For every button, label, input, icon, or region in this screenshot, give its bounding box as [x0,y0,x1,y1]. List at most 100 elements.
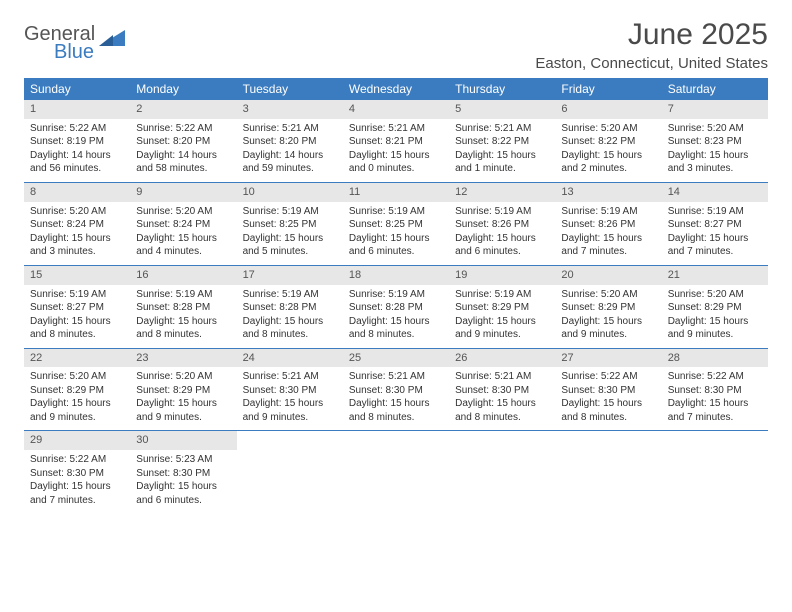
calendar-week: 1Sunrise: 5:22 AMSunset: 8:19 PMDaylight… [24,100,768,183]
calendar-day: 21 Sunrise: 5:20 AMSunset: 8:29 PMDayligh… [662,266,768,348]
calendar-week: 29Sunrise: 5:22 AMSunset: 8:30 PMDayligh… [24,431,768,513]
calendar-day: 12Sunrise: 5:19 AMSunset: 8:26 PMDayligh… [449,183,555,265]
sunrise-text: Sunrise: 5:22 AM [668,370,762,384]
day-number: 10 [237,183,343,202]
day-number: 5 [449,100,555,119]
calendar-day: 20Sunrise: 5:20 AMSunset: 8:29 PMDayligh… [555,266,661,348]
sunset-text: Sunset: 8:30 PM [30,467,124,481]
sunrise-text: Sunrise: 5:19 AM [561,205,655,219]
daylight-text: Daylight: 15 hours and 2 minutes. [561,149,655,176]
sunset-text: Sunset: 8:28 PM [349,301,443,315]
day-number: 22 [24,349,130,368]
sunset-text: Sunset: 8:20 PM [243,135,337,149]
sunrise-text: Sunrise: 5:19 AM [243,205,337,219]
calendar-day: 24Sunrise: 5:21 AMSunset: 8:30 PMDayligh… [237,349,343,431]
calendar-day: 30Sunrise: 5:23 AMSunset: 8:30 PMDayligh… [130,431,236,513]
sunset-text: Sunset: 8:25 PM [243,218,337,232]
sunset-text: Sunset: 8:30 PM [668,384,762,398]
sunset-text: Sunset: 8:27 PM [668,218,762,232]
calendar-day: 11Sunrise: 5:19 AMSunset: 8:25 PMDayligh… [343,183,449,265]
sunrise-text: Sunrise: 5:22 AM [30,122,124,136]
calendar-grid: Sunday Monday Tuesday Wednesday Thursday… [24,78,768,513]
calendar-day: 25 Sunrise: 5:21 AMSunset: 8:30 PMDayligh… [343,349,449,431]
daylight-text: Daylight: 15 hours and 8 minutes. [349,397,443,424]
daylight-text: Daylight: 15 hours and 9 minutes. [30,397,124,424]
sunrise-text: Sunrise: 5:21 AM [349,370,443,384]
day-label-thu: Thursday [449,78,555,100]
day-number: 13 [555,183,661,202]
daylight-text: Daylight: 15 hours and 3 minutes. [668,149,762,176]
day-number: 17 [237,266,343,285]
calendar-day: 27Sunrise: 5:22 AMSunset: 8:30 PMDayligh… [555,349,661,431]
sunrise-text: Sunrise: 5:20 AM [136,370,230,384]
sunset-text: Sunset: 8:29 PM [561,301,655,315]
calendar-week: 22Sunrise: 5:20 AMSunset: 8:29 PMDayligh… [24,349,768,432]
sunset-text: Sunset: 8:26 PM [561,218,655,232]
day-label-tue: Tuesday [237,78,343,100]
day-number: 24 [237,349,343,368]
sunrise-text: Sunrise: 5:21 AM [455,370,549,384]
sunset-text: Sunset: 8:30 PM [349,384,443,398]
calendar-day: 7Sunrise: 5:20 AMSunset: 8:23 PMDaylight… [662,100,768,182]
calendar-weeks: 1Sunrise: 5:22 AMSunset: 8:19 PMDaylight… [24,100,768,513]
day-number: 26 [449,349,555,368]
calendar-day: 9 Sunrise: 5:20 AMSunset: 8:24 PMDaylight… [130,183,236,265]
day-number: 7 [662,100,768,119]
daylight-text: Daylight: 15 hours and 4 minutes. [136,232,230,259]
sunrise-text: Sunrise: 5:20 AM [136,205,230,219]
sunrise-text: Sunrise: 5:19 AM [349,205,443,219]
day-number: 19 [449,266,555,285]
day-number: 12 [449,183,555,202]
page-header: General Blue June 2025 Easton, Connectic… [24,18,768,72]
sunset-text: Sunset: 8:20 PM [136,135,230,149]
calendar-day-empty [237,431,343,513]
calendar-day-empty [555,431,661,513]
daylight-text: Daylight: 15 hours and 0 minutes. [349,149,443,176]
calendar-day: 22Sunrise: 5:20 AMSunset: 8:29 PMDayligh… [24,349,130,431]
calendar-day: 2Sunrise: 5:22 AMSunset: 8:20 PMDaylight… [130,100,236,182]
day-number: 25 [343,349,449,368]
sunset-text: Sunset: 8:27 PM [30,301,124,315]
sunrise-text: Sunrise: 5:19 AM [668,205,762,219]
sunrise-text: Sunrise: 5:20 AM [30,205,124,219]
day-number: 15 [24,266,130,285]
sunset-text: Sunset: 8:23 PM [668,135,762,149]
day-number: 9 [130,183,236,202]
logo-triangle-icon [99,26,125,46]
sunset-text: Sunset: 8:24 PM [136,218,230,232]
calendar-day-empty [343,431,449,513]
calendar-day: 8Sunrise: 5:20 AMSunset: 8:24 PMDaylight… [24,183,130,265]
sunset-text: Sunset: 8:26 PM [455,218,549,232]
calendar-day: 3Sunrise: 5:21 AMSunset: 8:20 PMDaylight… [237,100,343,182]
day-number: 21 [662,266,768,285]
calendar-day-empty [449,431,555,513]
daylight-text: Daylight: 15 hours and 8 minutes. [30,315,124,342]
calendar-day: 19Sunrise: 5:19 AMSunset: 8:29 PMDayligh… [449,266,555,348]
sunset-text: Sunset: 8:30 PM [136,467,230,481]
sunset-text: Sunset: 8:22 PM [455,135,549,149]
sunset-text: Sunset: 8:29 PM [30,384,124,398]
daylight-text: Daylight: 14 hours and 58 minutes. [136,149,230,176]
calendar-day-empty [662,431,768,513]
day-number: 23 [130,349,236,368]
sunset-text: Sunset: 8:29 PM [668,301,762,315]
calendar-day: 6Sunrise: 5:20 AMSunset: 8:22 PMDaylight… [555,100,661,182]
day-label-wed: Wednesday [343,78,449,100]
sunset-text: Sunset: 8:28 PM [136,301,230,315]
calendar-day: 15Sunrise: 5:19 AMSunset: 8:27 PMDayligh… [24,266,130,348]
logo: General Blue [24,18,125,62]
daylight-text: Daylight: 15 hours and 7 minutes. [668,232,762,259]
sunrise-text: Sunrise: 5:19 AM [243,288,337,302]
sunrise-text: Sunrise: 5:20 AM [668,288,762,302]
sunrise-text: Sunrise: 5:21 AM [455,122,549,136]
daylight-text: Daylight: 15 hours and 8 minutes. [455,397,549,424]
title-block: June 2025 Easton, Connecticut, United St… [535,18,768,72]
calendar-day: 28Sunrise: 5:22 AMSunset: 8:30 PMDayligh… [662,349,768,431]
day-number: 1 [24,100,130,119]
daylight-text: Daylight: 15 hours and 9 minutes. [561,315,655,342]
calendar-day: 4Sunrise: 5:21 AMSunset: 8:21 PMDaylight… [343,100,449,182]
day-number: 11 [343,183,449,202]
daylight-text: Daylight: 15 hours and 9 minutes. [668,315,762,342]
sunset-text: Sunset: 8:30 PM [561,384,655,398]
sunset-text: Sunset: 8:24 PM [30,218,124,232]
